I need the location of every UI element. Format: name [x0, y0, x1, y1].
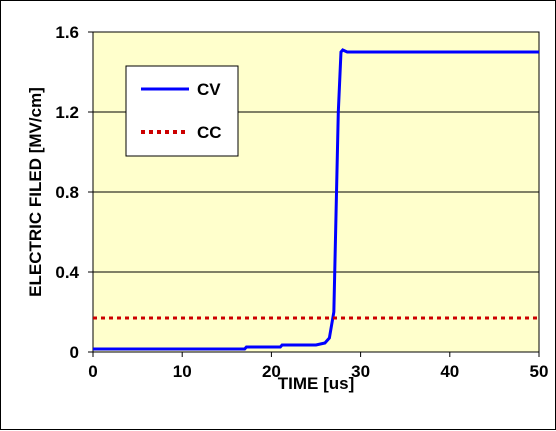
x-tick-label-20: 20	[262, 362, 281, 381]
y-tick-labels: 0 0.4 0.8 1.2 1.6	[55, 23, 79, 362]
x-tick-labels: 0 10 20 30 40 50	[88, 362, 548, 381]
legend-label-cc: CC	[197, 123, 222, 142]
axis-ticks	[88, 31, 540, 357]
x-tick-label-40: 40	[440, 362, 459, 381]
legend-box	[125, 65, 239, 157]
series-layer	[93, 48, 539, 351]
legend: CV CC	[125, 65, 239, 157]
y-tick-label-0: 0	[70, 343, 79, 362]
x-tick-label-10: 10	[173, 362, 192, 381]
y-axis-title: ELECTRIC FILED [MV/cm]	[26, 87, 45, 297]
y-tick-label-1.2: 1.2	[55, 103, 79, 122]
legend-label-cv: CV	[197, 80, 221, 99]
y-tick-label-0.8: 0.8	[55, 183, 79, 202]
series-line-cv	[93, 48, 539, 351]
x-tick-label-0: 0	[88, 362, 97, 381]
y-tick-label-1.6: 1.6	[55, 23, 79, 42]
x-axis-title: TIME [us]	[278, 374, 355, 393]
y-tick-label-0.4: 0.4	[55, 263, 79, 282]
x-tick-label-50: 50	[530, 362, 549, 381]
x-tick-label-30: 30	[351, 362, 370, 381]
